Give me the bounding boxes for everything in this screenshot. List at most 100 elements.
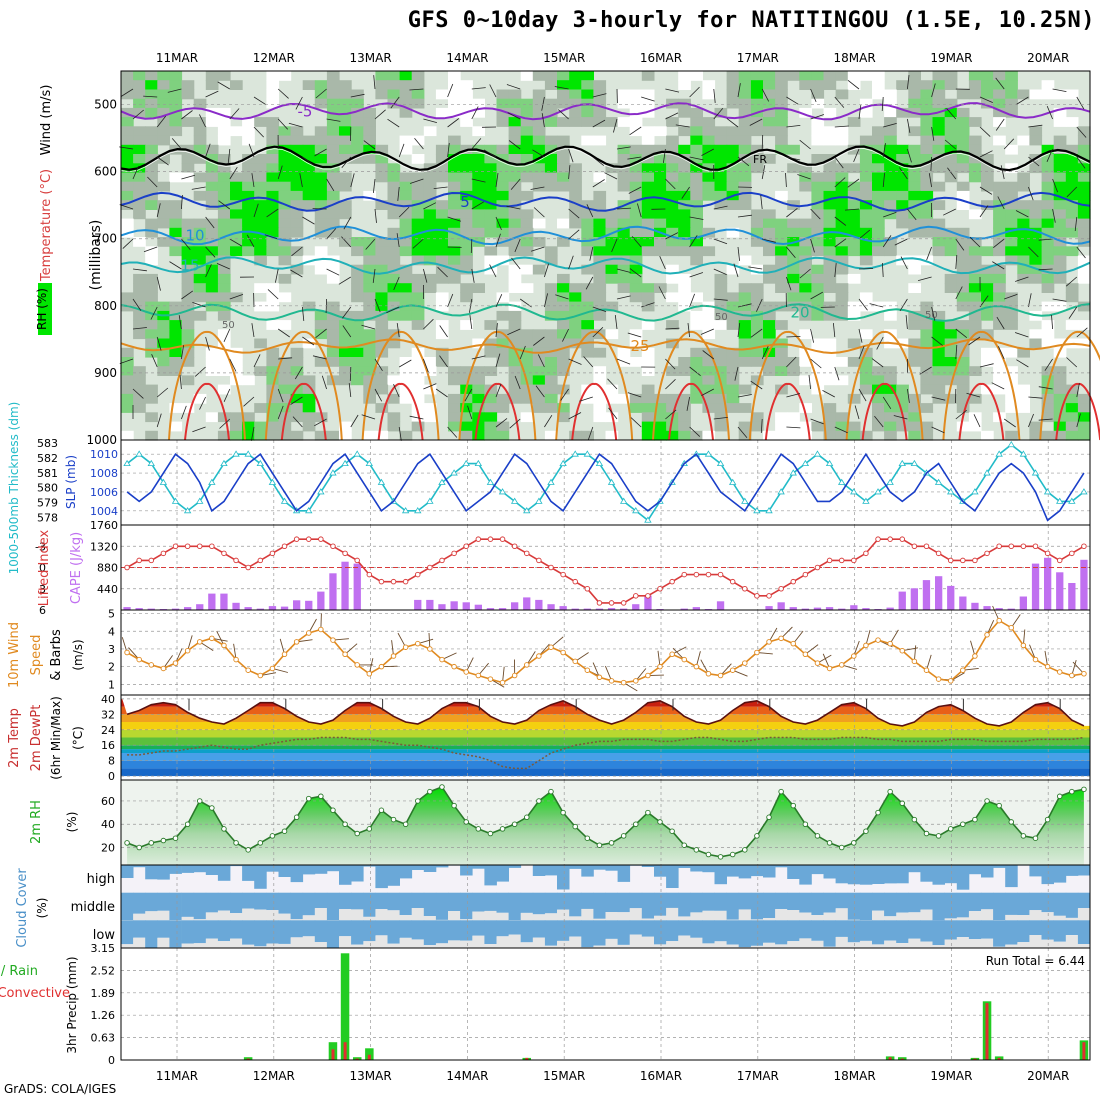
wind-barb [181, 194, 183, 210]
cloud-block [278, 865, 291, 877]
wind-barb [423, 202, 437, 210]
rh-cell [544, 172, 558, 183]
rh-cell [823, 310, 837, 321]
rh-cell [617, 154, 631, 164]
cloud-gap [399, 915, 413, 921]
rh-cell [145, 89, 158, 100]
cape-bar [983, 606, 991, 610]
rh-contour-label: 50 [925, 310, 938, 321]
rh-cell [145, 273, 158, 284]
rh-cell [544, 135, 558, 146]
cloud-gap [884, 916, 897, 921]
rh-cell [835, 264, 849, 275]
cloud-block [569, 865, 582, 869]
date-label-top: 17MAR [737, 51, 779, 65]
rh-cell [847, 421, 861, 432]
rh-cell [351, 135, 364, 146]
rh-cell [666, 338, 679, 349]
cloud-block [569, 920, 582, 937]
lifted-index-point [863, 550, 869, 557]
rh-cell [472, 393, 485, 404]
rh-cell [544, 366, 558, 376]
rh-cell [121, 292, 134, 303]
rh-cell [520, 412, 534, 423]
rh-cell [823, 338, 837, 349]
rh-cell [738, 181, 752, 192]
wind-barb [1044, 358, 1053, 371]
rh-cell [1017, 347, 1030, 358]
thickness-point [862, 497, 870, 504]
rh-cell [339, 172, 352, 183]
thickness-point [995, 450, 1003, 457]
wind-barb [514, 375, 521, 390]
rh-cell [472, 338, 485, 349]
date-label-top: 13MAR [350, 51, 392, 65]
rh-cell [750, 80, 764, 90]
rh-cell [472, 375, 485, 386]
wind-barb [363, 140, 376, 150]
rh-cell [169, 320, 183, 330]
rh-cell [654, 172, 667, 183]
wind-barb [1028, 246, 1039, 258]
isotherm-label: 25 [630, 337, 649, 355]
wind10m-point [1056, 669, 1063, 675]
thickness-point [583, 450, 592, 457]
thickness-point [898, 459, 906, 467]
rh-cell [787, 144, 800, 155]
thickness-point [232, 450, 240, 457]
rh-cell [617, 227, 631, 238]
rh-cell [193, 273, 207, 284]
cloud-gap [557, 909, 570, 921]
cloud-block [847, 865, 861, 885]
cape-bar [196, 604, 204, 610]
rh-cell [932, 163, 946, 174]
rh-point [863, 828, 869, 834]
rh-cell [157, 71, 170, 81]
rh-cell [629, 246, 643, 257]
rh-cell [654, 163, 667, 174]
wind-barb [608, 407, 618, 420]
rh-cell [448, 107, 461, 118]
wind-barb [810, 418, 824, 425]
rh-cell [593, 117, 607, 127]
rh-cell [193, 264, 207, 275]
wind-barb [1076, 126, 1087, 138]
rh-cell [1065, 218, 1079, 229]
rh-cell [896, 218, 909, 229]
rh-cell [448, 403, 461, 413]
rh-cell [956, 273, 970, 284]
y-tick-label-left: 582 [37, 452, 58, 465]
rh-cell [544, 181, 558, 192]
rh-cell [787, 218, 800, 229]
rh-point [620, 833, 627, 839]
rh-cell [1077, 181, 1091, 192]
wind-barb [396, 323, 400, 338]
rh-cell [714, 144, 728, 155]
rh-cell [908, 218, 921, 229]
cloud-block [981, 892, 994, 910]
rh-cell [678, 154, 691, 164]
cloud-block [920, 865, 933, 882]
rh-cell [738, 421, 752, 432]
y-tick-label: 40 [101, 693, 115, 706]
cloud-block [581, 892, 594, 909]
wind-barb [700, 328, 714, 335]
rh-cell [230, 190, 243, 201]
wind-barb [171, 138, 182, 150]
wind-barb [253, 96, 267, 105]
rh-cell [629, 237, 643, 247]
rh-cell [1053, 421, 1067, 432]
wind-barb [969, 236, 981, 248]
rh-cell [956, 384, 970, 395]
rh-cell [666, 135, 679, 146]
rh-cell [145, 393, 158, 404]
rh-cell [787, 71, 800, 81]
rh-cell [617, 144, 631, 155]
wind-barb [447, 143, 450, 158]
rh-cell [993, 209, 1006, 220]
cloud-block [532, 920, 546, 938]
rh-cell [690, 347, 703, 358]
thickness-point [837, 478, 846, 485]
thickness-point [789, 469, 797, 476]
thickness-point [535, 497, 543, 504]
